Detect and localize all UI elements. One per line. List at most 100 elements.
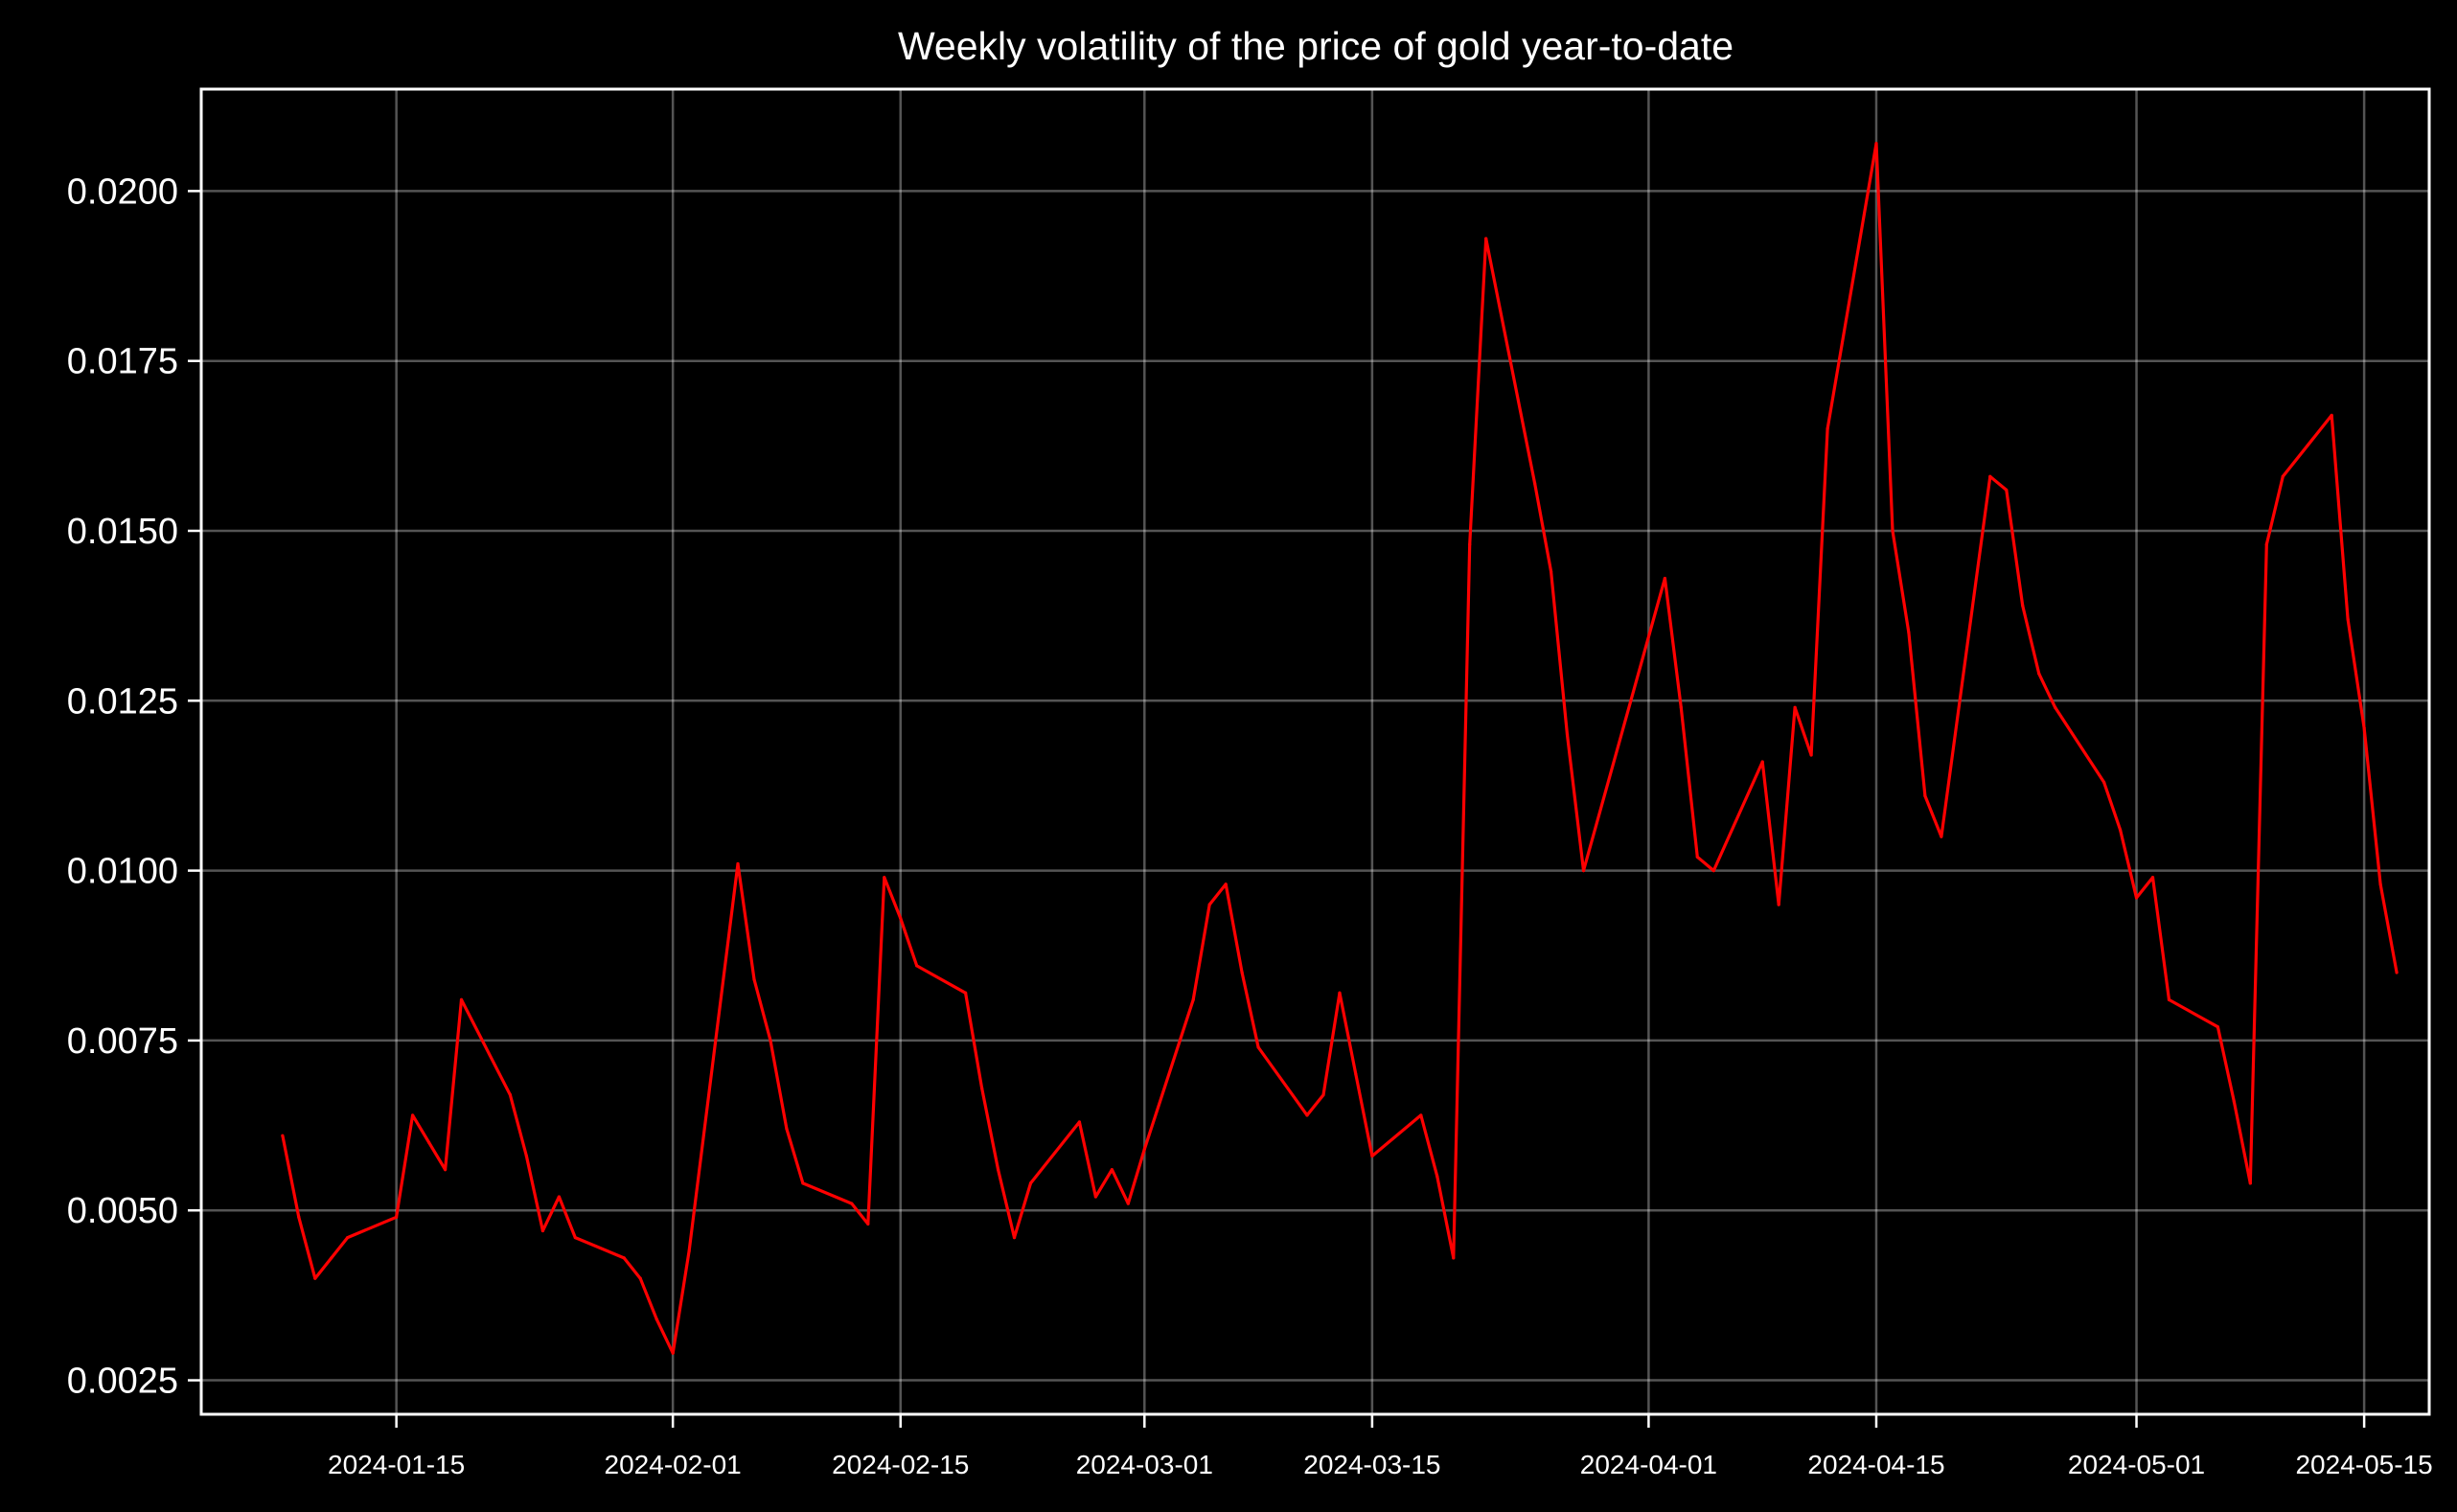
data-point <box>2167 997 2171 1001</box>
data-point <box>785 1127 789 1131</box>
data-point <box>2101 780 2106 785</box>
data-point <box>736 861 740 866</box>
data-point <box>297 1215 301 1219</box>
data-point <box>1533 481 1537 485</box>
data-point <box>2216 1025 2219 1029</box>
data-point <box>1940 835 1943 838</box>
data-point <box>313 1276 317 1280</box>
data-point <box>687 1249 691 1253</box>
y-tick-label: 0.0150 <box>67 512 178 552</box>
data-point <box>1240 971 1244 974</box>
data-point <box>508 1093 513 1097</box>
y-tick-label: 0.0050 <box>67 1191 178 1231</box>
x-tick-label: 2024-03-01 <box>1076 1450 1213 1479</box>
data-point <box>2395 971 2399 974</box>
data-point <box>1126 1202 1130 1205</box>
data-point <box>459 997 464 1001</box>
data-point <box>2264 542 2268 546</box>
data-point <box>2150 876 2155 880</box>
data-point <box>979 1086 984 1090</box>
data-point <box>443 1168 448 1172</box>
data-point <box>1923 794 1927 798</box>
data-point <box>899 916 903 920</box>
data-point <box>1809 753 1813 757</box>
gridlines <box>201 89 2429 1414</box>
data-point <box>1581 869 1586 873</box>
data-point <box>1028 1181 1033 1185</box>
data-point <box>866 1222 870 1226</box>
data-point <box>411 1113 415 1117</box>
data-point <box>671 1351 675 1355</box>
data-point <box>1663 577 1666 581</box>
data-point <box>2346 617 2350 621</box>
data-point <box>1012 1236 1017 1240</box>
data-point <box>1370 1154 1374 1158</box>
data-point <box>395 1215 399 1219</box>
data-point <box>1354 1072 1358 1076</box>
data-point <box>1679 705 1683 710</box>
data-point <box>1256 1045 1260 1049</box>
data-point <box>557 1195 561 1199</box>
x-tick-label: 2024-02-01 <box>605 1450 742 1479</box>
data-point <box>2232 1100 2236 1104</box>
data-point <box>1711 869 1715 873</box>
x-tick-label: 2024-02-15 <box>832 1450 969 1479</box>
data-point <box>1435 1175 1439 1179</box>
data-point <box>622 1256 626 1260</box>
data-point <box>2005 488 2009 493</box>
y-axis: 0.0025 0.0050 0.0075 0.0100 0.0125 0.0150 0.01… <box>67 172 201 1402</box>
data-point <box>1874 142 1878 146</box>
x-tick-label: 2024-04-01 <box>1580 1450 1717 1479</box>
x-tick-label: 2024-01-15 <box>328 1450 465 1479</box>
data-point <box>1565 733 1570 737</box>
y-tick-label: 0.0075 <box>67 1021 178 1062</box>
data-point <box>2021 604 2025 607</box>
data-point <box>346 1236 350 1240</box>
data-series <box>281 142 2399 1355</box>
data-point <box>1907 630 1911 634</box>
data-point <box>1110 1168 1114 1172</box>
data-point <box>915 964 919 968</box>
data-point <box>752 977 756 981</box>
data-point <box>1891 529 1894 533</box>
data-point <box>1419 1113 1423 1117</box>
data-point <box>2330 413 2333 418</box>
data-point <box>330 1256 333 1260</box>
x-tick-label: 2024-04-15 <box>1807 1450 1944 1479</box>
data-point <box>2118 828 2123 832</box>
data-point <box>1093 1195 1097 1199</box>
data-point <box>1826 427 1829 431</box>
data-point <box>2248 1181 2252 1185</box>
data-point <box>2054 705 2057 710</box>
data-point <box>1695 855 1699 859</box>
x-tick-label: 2024-05-15 <box>2295 1450 2432 1479</box>
data-point <box>2134 896 2139 900</box>
x-tick-label: 2024-05-01 <box>2068 1450 2205 1479</box>
data-point <box>1793 705 1797 710</box>
data-point <box>769 1039 772 1042</box>
data-point <box>2281 474 2285 478</box>
data-point <box>1077 1120 1082 1124</box>
data-point <box>1207 903 1211 906</box>
data-point <box>1191 997 1195 1001</box>
data-point <box>883 876 886 880</box>
data-point <box>1452 1256 1456 1260</box>
data-point <box>1338 991 1342 995</box>
y-tick-label: 0.0025 <box>67 1362 178 1402</box>
data-point <box>1321 1093 1325 1097</box>
data-point <box>964 991 968 995</box>
data-point <box>1468 542 1472 546</box>
data-point <box>638 1276 642 1280</box>
y-tick-label: 0.0175 <box>67 342 178 382</box>
data-point <box>2362 726 2366 730</box>
data-point <box>996 1168 1000 1172</box>
x-axis: 2024-01-15 2024-02-01 2024-02-15 2024-03-01… <box>328 1414 2433 1479</box>
data-point <box>573 1236 577 1240</box>
y-tick-label: 0.0125 <box>67 681 178 722</box>
data-point <box>850 1202 854 1205</box>
y-tick-label: 0.0200 <box>67 172 178 212</box>
plot-frame <box>199 87 2431 1416</box>
data-point <box>1224 882 1228 886</box>
